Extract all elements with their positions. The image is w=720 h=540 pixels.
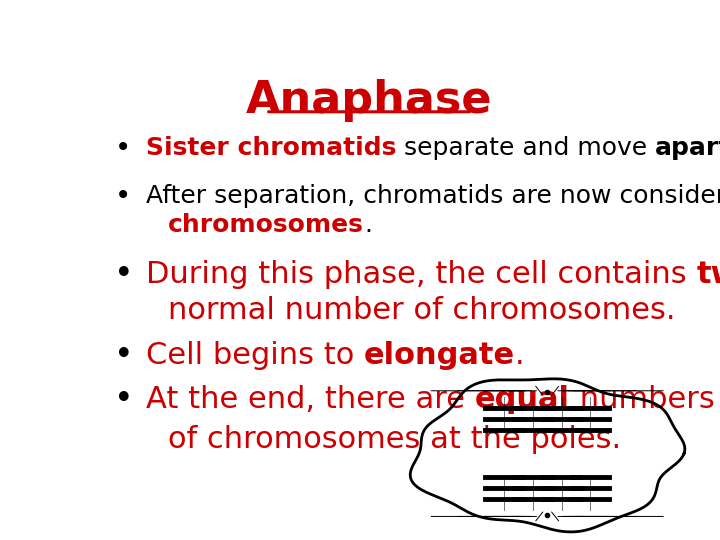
Text: .: .	[515, 341, 525, 370]
Text: chromosomes: chromosomes	[168, 213, 364, 237]
Text: .: .	[364, 213, 372, 237]
Text: equal: equal	[474, 385, 570, 414]
Text: During this phase, the cell contains: During this phase, the cell contains	[145, 260, 696, 289]
Text: numbers: numbers	[570, 385, 714, 414]
Text: separate and move: separate and move	[396, 136, 655, 160]
Text: of chromosomes at the poles.: of chromosomes at the poles.	[168, 424, 621, 454]
Text: Cell begins to: Cell begins to	[145, 341, 364, 370]
Text: •: •	[114, 339, 133, 373]
Text: •: •	[115, 134, 132, 162]
Text: elongate: elongate	[364, 341, 515, 370]
Text: Sister chromatids: Sister chromatids	[145, 136, 396, 160]
Text: •: •	[114, 383, 133, 416]
Text: apart: apart	[655, 136, 720, 160]
Text: At the end, there are: At the end, there are	[145, 385, 474, 414]
Text: After separation, chromatids are now considered: After separation, chromatids are now con…	[145, 184, 720, 208]
Text: •: •	[115, 182, 132, 210]
Text: Anaphase: Anaphase	[246, 79, 492, 122]
Text: •: •	[114, 258, 133, 291]
Text: twice: twice	[696, 260, 720, 289]
Text: normal number of chromosomes.: normal number of chromosomes.	[168, 295, 675, 325]
